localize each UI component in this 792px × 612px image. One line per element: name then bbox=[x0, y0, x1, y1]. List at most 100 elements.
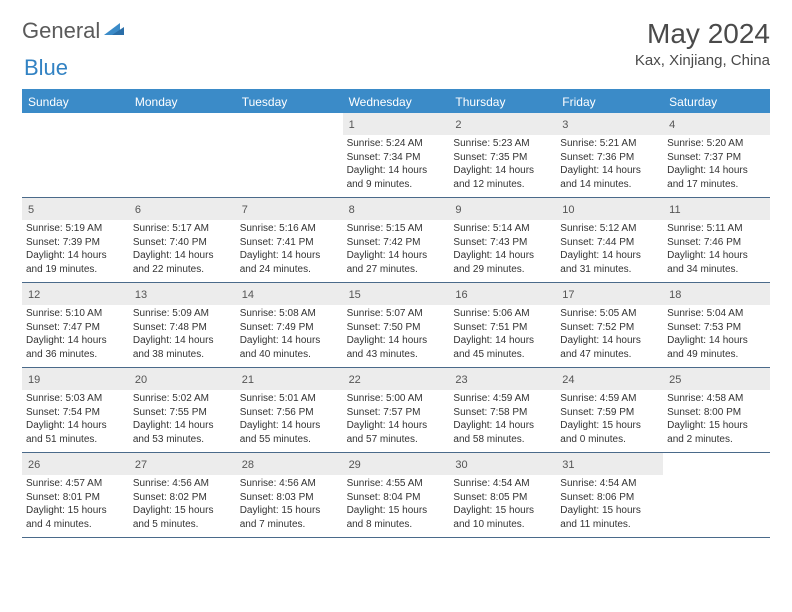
day-number: 17 bbox=[562, 289, 574, 301]
day-number: 3 bbox=[562, 119, 568, 131]
sunrise-text: Sunrise: 5:16 AM bbox=[240, 222, 339, 236]
daylight-text: and 9 minutes. bbox=[347, 178, 446, 192]
daynum-bar: 9 bbox=[449, 198, 556, 220]
sunset-text: Sunset: 7:46 PM bbox=[667, 236, 766, 250]
sunset-text: Sunset: 7:34 PM bbox=[347, 151, 446, 165]
sunrise-text: Sunrise: 5:05 AM bbox=[560, 307, 659, 321]
sunset-text: Sunset: 8:05 PM bbox=[453, 491, 552, 505]
day-cell: 16Sunrise: 5:06 AMSunset: 7:51 PMDayligh… bbox=[449, 283, 556, 367]
daylight-text: and 27 minutes. bbox=[347, 263, 446, 277]
daynum-bar: 28 bbox=[236, 453, 343, 475]
daylight-text: Daylight: 14 hours bbox=[667, 249, 766, 263]
day-cell: 27Sunrise: 4:56 AMSunset: 8:02 PMDayligh… bbox=[129, 453, 236, 537]
daynum-bar: 1 bbox=[343, 113, 450, 135]
daylight-text: and 53 minutes. bbox=[133, 433, 232, 447]
sunset-text: Sunset: 7:47 PM bbox=[26, 321, 125, 335]
week-row: 12Sunrise: 5:10 AMSunset: 7:47 PMDayligh… bbox=[22, 283, 770, 368]
day-cell: 12 Sunrise: 5:10 AMSunset: 7:47 PMDayligh… bbox=[22, 283, 129, 367]
sunrise-text: Sunrise: 4:54 AM bbox=[453, 477, 552, 491]
daylight-text: Daylight: 14 hours bbox=[560, 249, 659, 263]
sunrise-text: Sunrise: 5:00 AM bbox=[347, 392, 446, 406]
day-number: 27 bbox=[135, 459, 147, 471]
day-headers-row: Sunday Monday Tuesday Wednesday Thursday… bbox=[22, 91, 770, 113]
sunset-text: Sunset: 8:06 PM bbox=[560, 491, 659, 505]
daylight-text: Daylight: 15 hours bbox=[133, 504, 232, 518]
day-number: 12 bbox=[28, 289, 40, 301]
sunset-text: Sunset: 7:50 PM bbox=[347, 321, 446, 335]
day-cell: 25Sunrise: 4:58 AMSunset: 8:00 PMDayligh… bbox=[663, 368, 770, 452]
sunset-text: Sunset: 7:37 PM bbox=[667, 151, 766, 165]
daynum-bar: 22 bbox=[343, 368, 450, 390]
daynum-bar bbox=[129, 113, 236, 117]
daylight-text: Daylight: 14 hours bbox=[26, 334, 125, 348]
sunrise-text: Sunrise: 5:10 AM bbox=[26, 307, 125, 321]
daylight-text: and 5 minutes. bbox=[133, 518, 232, 532]
sunset-text: Sunset: 7:53 PM bbox=[667, 321, 766, 335]
sunrise-text: Sunrise: 5:21 AM bbox=[560, 137, 659, 151]
day-number: 7 bbox=[242, 204, 248, 216]
sunset-text: Sunset: 7:51 PM bbox=[453, 321, 552, 335]
daylight-text: Daylight: 14 hours bbox=[453, 164, 552, 178]
day-number: 6 bbox=[135, 204, 141, 216]
daynum-bar bbox=[236, 113, 343, 117]
daylight-text: and 36 minutes. bbox=[26, 348, 125, 362]
sunrise-text: Sunrise: 4:57 AM bbox=[26, 477, 125, 491]
day-cell: 13Sunrise: 5:09 AMSunset: 7:48 PMDayligh… bbox=[129, 283, 236, 367]
day-header: Wednesday bbox=[343, 91, 450, 113]
logo-triangle-icon bbox=[104, 21, 124, 42]
sunrise-text: Sunrise: 5:24 AM bbox=[347, 137, 446, 151]
sunset-text: Sunset: 7:40 PM bbox=[133, 236, 232, 250]
daynum-bar: 12 bbox=[22, 283, 129, 305]
day-number: 15 bbox=[349, 289, 361, 301]
sunset-text: Sunset: 7:52 PM bbox=[560, 321, 659, 335]
daylight-text: Daylight: 14 hours bbox=[133, 249, 232, 263]
day-number: 11 bbox=[669, 204, 680, 216]
day-cell: 23Sunrise: 4:59 AMSunset: 7:58 PMDayligh… bbox=[449, 368, 556, 452]
daynum-bar: 25 bbox=[663, 368, 770, 390]
daylight-text: and 34 minutes. bbox=[667, 263, 766, 277]
day-number: 29 bbox=[349, 459, 361, 471]
daynum-bar: 15 bbox=[343, 283, 450, 305]
daylight-text: Daylight: 14 hours bbox=[240, 334, 339, 348]
month-title: May 2024 bbox=[635, 18, 770, 50]
sunrise-text: Sunrise: 5:11 AM bbox=[667, 222, 766, 236]
sunrise-text: Sunrise: 4:59 AM bbox=[453, 392, 552, 406]
daylight-text: Daylight: 14 hours bbox=[133, 419, 232, 433]
sunrise-text: Sunrise: 5:23 AM bbox=[453, 137, 552, 151]
sunset-text: Sunset: 7:35 PM bbox=[453, 151, 552, 165]
week-row: 5Sunrise: 5:19 AMSunset: 7:39 PMDaylight… bbox=[22, 198, 770, 283]
day-number: 14 bbox=[242, 289, 254, 301]
daylight-text: Daylight: 15 hours bbox=[347, 504, 446, 518]
daylight-text: and 57 minutes. bbox=[347, 433, 446, 447]
daylight-text: and 55 minutes. bbox=[240, 433, 339, 447]
sunset-text: Sunset: 7:41 PM bbox=[240, 236, 339, 250]
sunset-text: Sunset: 8:01 PM bbox=[26, 491, 125, 505]
day-cell: 9Sunrise: 5:14 AMSunset: 7:43 PMDaylight… bbox=[449, 198, 556, 282]
sunrise-text: Sunrise: 5:01 AM bbox=[240, 392, 339, 406]
sunrise-text: Sunrise: 4:54 AM bbox=[560, 477, 659, 491]
day-cell: 19Sunrise: 5:03 AMSunset: 7:54 PMDayligh… bbox=[22, 368, 129, 452]
daylight-text: Daylight: 14 hours bbox=[560, 164, 659, 178]
day-cell: 22Sunrise: 5:00 AMSunset: 7:57 PMDayligh… bbox=[343, 368, 450, 452]
daylight-text: Daylight: 14 hours bbox=[347, 164, 446, 178]
calendar: Sunday Monday Tuesday Wednesday Thursday… bbox=[22, 89, 770, 538]
daylight-text: Daylight: 14 hours bbox=[347, 419, 446, 433]
week-row: 1Sunrise: 5:24 AMSunset: 7:34 PMDaylight… bbox=[22, 113, 770, 198]
day-header: Sunday bbox=[22, 91, 129, 113]
daynum-bar: 11 bbox=[663, 198, 770, 220]
sunrise-text: Sunrise: 5:08 AM bbox=[240, 307, 339, 321]
daynum-bar: 30 bbox=[449, 453, 556, 475]
daynum-bar: 4 bbox=[663, 113, 770, 135]
day-cell bbox=[129, 113, 236, 197]
sunrise-text: Sunrise: 5:04 AM bbox=[667, 307, 766, 321]
day-cell: 5Sunrise: 5:19 AMSunset: 7:39 PMDaylight… bbox=[22, 198, 129, 282]
daynum-bar: 18 bbox=[663, 283, 770, 305]
day-number: 9 bbox=[455, 204, 461, 216]
daylight-text: and 8 minutes. bbox=[347, 518, 446, 532]
day-cell: 6Sunrise: 5:17 AMSunset: 7:40 PMDaylight… bbox=[129, 198, 236, 282]
day-header: Tuesday bbox=[236, 91, 343, 113]
sunset-text: Sunset: 7:36 PM bbox=[560, 151, 659, 165]
sunrise-text: Sunrise: 5:14 AM bbox=[453, 222, 552, 236]
day-cell: 24Sunrise: 4:59 AMSunset: 7:59 PMDayligh… bbox=[556, 368, 663, 452]
daynum-bar: 14 bbox=[236, 283, 343, 305]
